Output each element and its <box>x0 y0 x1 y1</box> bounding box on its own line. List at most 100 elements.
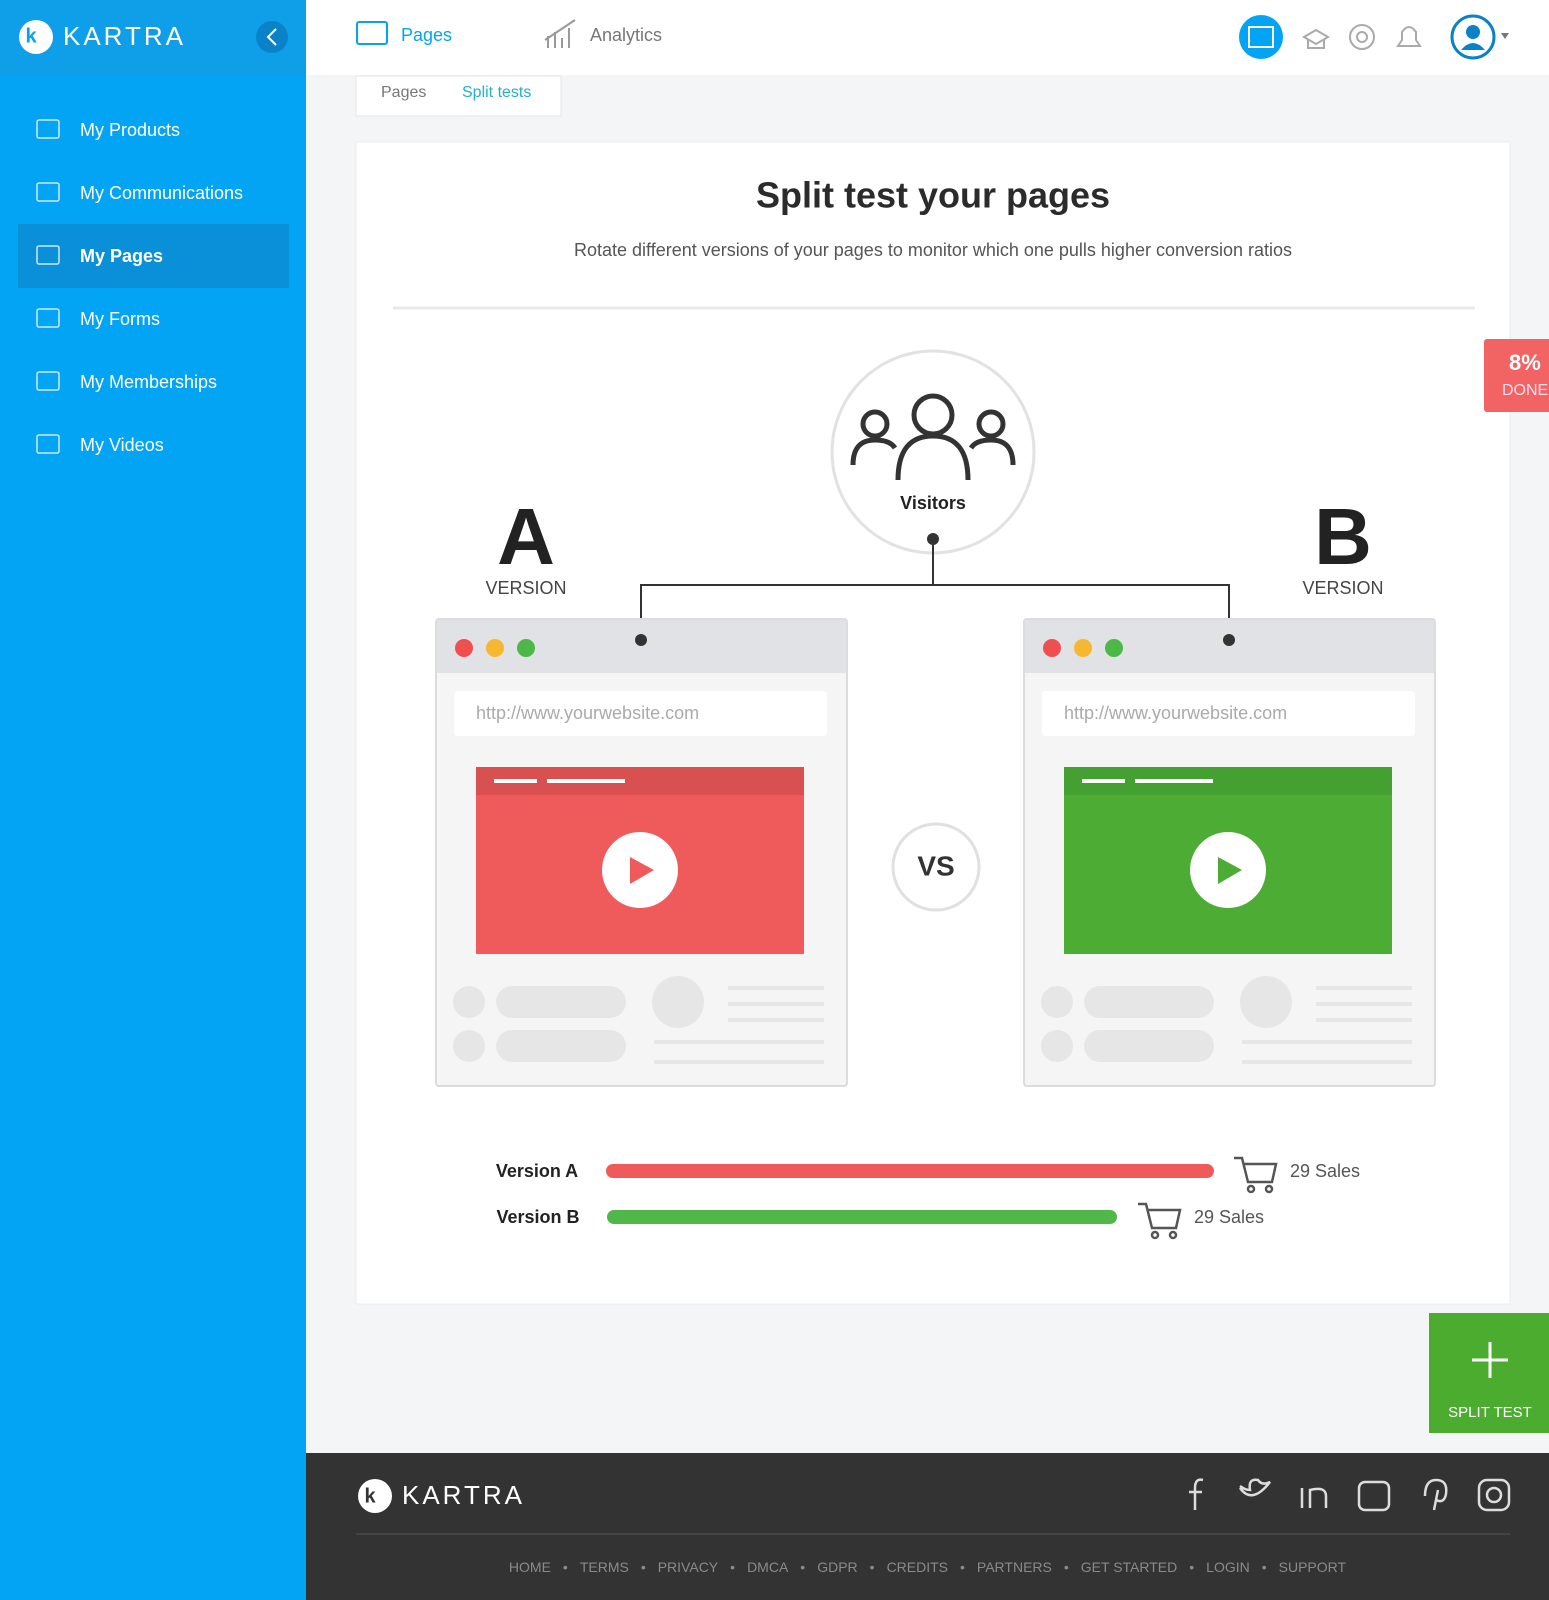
brand: KARTRA <box>63 21 186 51</box>
play-icon <box>1218 857 1242 884</box>
bell-icon[interactable] <box>1396 26 1422 47</box>
browsers: http://www.yourwebsite.com http://www.you… <box>435 618 1436 1087</box>
subtabs <box>355 75 562 117</box>
social-icons <box>1189 1478 1511 1512</box>
footer-link[interactable]: PRIVACY <box>657 1559 719 1575</box>
placeholder-line <box>1242 1040 1412 1044</box>
separator: • <box>1063 1559 1069 1575</box>
item-icon <box>36 308 60 328</box>
window-dot <box>486 639 504 657</box>
connector-dot <box>635 634 647 646</box>
progress-badge[interactable] <box>1484 339 1549 412</box>
footer-link[interactable]: GDPR <box>817 1559 858 1575</box>
avatar-head <box>1466 25 1480 39</box>
placeholder-line <box>728 986 824 990</box>
footer-link[interactable]: TERMS <box>579 1559 629 1575</box>
placeholder <box>1041 986 1073 1018</box>
separator: • <box>869 1559 875 1575</box>
cart-icon <box>1234 1156 1278 1194</box>
instagram[interactable] <box>1477 1478 1511 1512</box>
academy-icon[interactable] <box>1302 28 1330 49</box>
collapse-button[interactable] <box>256 21 288 53</box>
progress-percent: 8% <box>1509 350 1541 375</box>
placeholder-line <box>1242 1060 1412 1064</box>
footer-brand: KARTRA <box>402 1480 525 1510</box>
facebook[interactable] <box>1189 1478 1204 1510</box>
tab[interactable]: Analytics <box>590 25 662 45</box>
footer-link[interactable]: CREDITS <box>886 1559 949 1575</box>
placeholder <box>1084 986 1214 1018</box>
placeholder <box>1041 1030 1073 1062</box>
placeholder <box>1240 976 1292 1028</box>
result-sales: 29 Sales <box>1290 1161 1360 1181</box>
sidebar-item[interactable]: My Products <box>80 120 180 140</box>
separator: • <box>1189 1559 1195 1575</box>
item-icon <box>36 119 60 139</box>
url: http://www.yourwebsite.com <box>476 703 699 723</box>
footer-link[interactable]: SUPPORT <box>1278 1559 1347 1575</box>
play-icon <box>630 857 654 884</box>
placeholder-line <box>1316 986 1412 990</box>
pinterest[interactable] <box>1423 1478 1448 1511</box>
vs: VS <box>917 850 954 881</box>
avatar-caret[interactable] <box>1501 33 1509 39</box>
placeholder-line <box>654 1060 824 1064</box>
youtube[interactable] <box>1357 1480 1391 1512</box>
store-icon[interactable] <box>1239 15 1283 59</box>
placeholder <box>1084 1030 1214 1062</box>
pages-icon <box>356 21 388 45</box>
url: http://www.yourwebsite.com <box>1064 703 1287 723</box>
vs-circle <box>891 822 981 912</box>
window-dot <box>1105 639 1123 657</box>
collapse-icon <box>266 28 277 46</box>
sidebar-item[interactable]: My Memberships <box>80 372 217 392</box>
sidebar-items: My Products My Communications My Pages My F… <box>36 119 243 455</box>
visitors-label: Visitors <box>900 493 966 513</box>
separator: • <box>730 1559 736 1575</box>
result-sales: 29 Sales <box>1194 1207 1264 1227</box>
placeholder <box>496 986 626 1018</box>
placeholder <box>652 976 704 1028</box>
url-bar <box>454 691 827 736</box>
footer-link[interactable]: DMCA <box>747 1559 789 1575</box>
sidebar-item[interactable]: My Forms <box>80 309 160 329</box>
version-label: VERSION <box>485 578 566 598</box>
avatar-body <box>1461 43 1485 50</box>
sidebar-item[interactable]: My Communications <box>80 183 243 203</box>
version-letter: B <box>1314 492 1372 581</box>
linkedin[interactable] <box>1300 1487 1328 1508</box>
placeholder-line <box>1316 1002 1412 1006</box>
button-label: SPLIT TEST <box>1448 1404 1532 1421</box>
video-line <box>1082 779 1125 783</box>
separator: • <box>562 1559 568 1575</box>
placeholder-line <box>728 1002 824 1006</box>
result-name: Version B <box>496 1207 579 1227</box>
separator: • <box>640 1559 646 1575</box>
footer-link[interactable]: HOME <box>508 1559 551 1575</box>
sidebar-item[interactable]: My Pages <box>80 246 163 266</box>
help-icon[interactable] <box>1349 24 1375 50</box>
connector <box>640 539 1230 640</box>
footer-link[interactable]: LOGIN <box>1206 1559 1250 1575</box>
logo-k: k <box>25 25 37 47</box>
progress-label: DONE <box>1502 382 1548 399</box>
card-title: Split test your pages <box>756 175 1110 216</box>
item-icon <box>36 371 60 391</box>
visitors-icon <box>850 393 1016 481</box>
placeholder-line <box>1316 1018 1412 1022</box>
sidebar-item[interactable]: My Videos <box>80 435 164 455</box>
version-letter: A <box>497 492 555 581</box>
item-icon <box>36 434 60 454</box>
active-item <box>18 224 289 288</box>
footer-link[interactable]: PARTNERS <box>976 1559 1052 1575</box>
window-dot <box>1043 639 1061 657</box>
tab[interactable]: Pages <box>401 25 452 45</box>
result-name: Version A <box>496 1161 578 1181</box>
subtab[interactable]: Pages <box>381 84 426 101</box>
browser-bar <box>1025 620 1434 673</box>
video-line <box>1135 779 1213 783</box>
footer-link[interactable]: GET STARTED <box>1080 1559 1178 1575</box>
plus-icon <box>1472 1342 1508 1378</box>
twitter[interactable] <box>1238 1478 1271 1497</box>
subtab-active[interactable]: Split tests <box>462 84 531 101</box>
